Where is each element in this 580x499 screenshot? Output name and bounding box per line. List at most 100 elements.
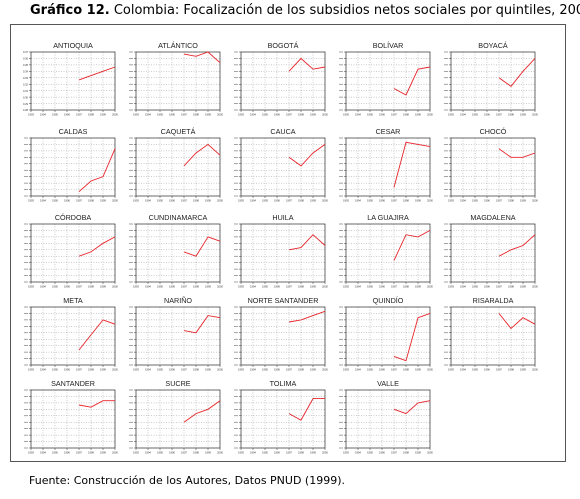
tick-label-x: 1998 — [298, 199, 304, 203]
tick-label-x: 2000 — [322, 285, 328, 289]
tick-label-x: 1996 — [64, 451, 70, 455]
panel-17: NARIÑO 1993 1994 1995 1996 1997 1998 1999 2000 — [129, 296, 223, 372]
tick-label-x: 1993 — [28, 113, 34, 117]
panel-21: SANTANDER 1993 1994 1995 1996 1997 1998 1999 200… — [24, 379, 118, 455]
tick-label-x: 1995 — [262, 199, 268, 203]
tick-label-x: 1999 — [205, 285, 211, 289]
series-line — [78, 319, 116, 351]
tick-label-x: 1993 — [133, 368, 139, 372]
tick-label-x: 1994 — [250, 113, 256, 117]
tick-label-x: 1999 — [310, 113, 316, 117]
source-note: Fuente: Construcción de los Autores, Dat… — [29, 474, 345, 487]
tick-label-x: 1993 — [448, 199, 454, 203]
panel-14: LA GUAJIRA 1993 1994 1995 1996 1997 1998 1999 20… — [339, 213, 433, 289]
chart-frame — [10, 24, 566, 462]
tick-label-x: 1997 — [181, 113, 187, 117]
tick-label-x: 2000 — [112, 199, 118, 203]
tick-label-x: 1997 — [496, 285, 502, 289]
tick-label-x: 1997 — [286, 199, 292, 203]
tick-label-x: 1993 — [448, 285, 454, 289]
tick-label-x: 1999 — [310, 451, 316, 455]
panel-1: ANTIOQUIA 0.37 0.36 0.35 0.34 0.33 0.32 0.31 0.3… — [23, 41, 118, 117]
tick-label-x: 1995 — [52, 199, 58, 203]
tick-label-x: 1998 — [88, 199, 94, 203]
panel-title: CESAR — [376, 127, 401, 136]
chart-title: Gráfico 12. Colombia: Focalización de lo… — [30, 3, 580, 18]
tick-label-y: 0.37 — [23, 50, 29, 54]
figure-label: Gráfico 12. — [30, 3, 110, 18]
tick-label-x: 1997 — [181, 451, 187, 455]
tick-label-x: 2000 — [322, 451, 328, 455]
tick-label-x: 1997 — [286, 451, 292, 455]
tick-label-x: 1996 — [64, 199, 70, 203]
plot-area — [30, 389, 116, 449]
tick-label-x: 1998 — [193, 285, 199, 289]
tick-label-x: 1997 — [181, 368, 187, 372]
tick-label-x: 1994 — [40, 451, 46, 455]
tick-label-x: 2000 — [427, 199, 433, 203]
tick-label-x: 1994 — [355, 285, 361, 289]
tick-label-x: 1998 — [298, 113, 304, 117]
tick-label-x: 1995 — [367, 199, 373, 203]
plot-area — [345, 51, 431, 111]
tick-label-x: 2000 — [427, 113, 433, 117]
plot-area — [345, 223, 431, 283]
tick-label-x: 2000 — [217, 285, 223, 289]
series-line — [393, 400, 431, 415]
tick-label-x: 2000 — [112, 285, 118, 289]
tick-label-x: 1993 — [448, 113, 454, 117]
series-line — [498, 58, 536, 88]
panel-title: CALDAS — [59, 127, 88, 136]
tick-label-x: 1996 — [64, 285, 70, 289]
panel-title: BOGOTÁ — [268, 41, 299, 50]
tick-label-y: 0.35 — [23, 63, 29, 67]
tick-label-x: 1999 — [310, 368, 316, 372]
panel-12: CUNDINAMARCA 1993 1994 1995 1996 1997 1998 1999… — [129, 213, 223, 289]
tick-label-x: 1994 — [355, 199, 361, 203]
tick-label-x: 1996 — [169, 285, 175, 289]
tick-label-x: 1993 — [133, 451, 139, 455]
tick-label-x: 2000 — [217, 113, 223, 117]
tick-label-y: 0.30 — [23, 95, 29, 99]
tick-label-x: 1993 — [28, 368, 34, 372]
series-line — [183, 400, 221, 423]
panel-title: QUINDÍO — [373, 296, 404, 305]
series-line — [288, 234, 326, 251]
tick-label-x: 1994 — [355, 451, 361, 455]
tick-label-x: 1997 — [76, 285, 82, 289]
tick-label-x: 1995 — [52, 451, 58, 455]
tick-label-x: 1998 — [403, 113, 409, 117]
tick-label-x: 1997 — [286, 113, 292, 117]
plot-area — [135, 389, 221, 449]
tick-label-y: 0.32 — [23, 82, 29, 86]
tick-label-x: 1998 — [298, 285, 304, 289]
tick-label-x: 1993 — [133, 285, 139, 289]
tick-label-x: 1995 — [157, 285, 163, 289]
tick-label-x: 1994 — [250, 285, 256, 289]
tick-label-x: 1994 — [145, 199, 151, 203]
tick-label-x: 1995 — [157, 451, 163, 455]
tick-label-x: 1993 — [448, 368, 454, 372]
plot-area — [30, 306, 116, 366]
series-line — [288, 398, 325, 421]
tick-label-x: 1997 — [391, 199, 397, 203]
plot-area — [345, 306, 431, 366]
tick-label-x: 1994 — [460, 113, 466, 117]
tick-label-x: 1999 — [205, 113, 211, 117]
tick-label-x: 2000 — [322, 113, 328, 117]
figure-title: Colombia: Focalización de los subsidios … — [113, 3, 580, 18]
tick-label-x: 1999 — [415, 368, 421, 372]
panel-15: MAGDALENA 1993 1994 1995 1996 1997 1998 1999 200… — [444, 213, 538, 289]
tick-label-x: 1998 — [508, 199, 514, 203]
tick-label-y: 0.34 — [23, 70, 29, 74]
tick-label-x: 1999 — [520, 113, 526, 117]
tick-label-x: 1999 — [415, 285, 421, 289]
panel-10: CHOCÓ 1993 1994 1995 1996 1997 1998 1999 2000 — [444, 127, 538, 203]
series-line — [183, 51, 221, 64]
tick-label-x: 1997 — [76, 113, 82, 117]
tick-label-x: 1999 — [205, 451, 211, 455]
plot-area — [30, 137, 116, 197]
tick-label-x: 1995 — [367, 113, 373, 117]
tick-label-x: 1997 — [76, 451, 82, 455]
tick-label-x: 1996 — [169, 199, 175, 203]
